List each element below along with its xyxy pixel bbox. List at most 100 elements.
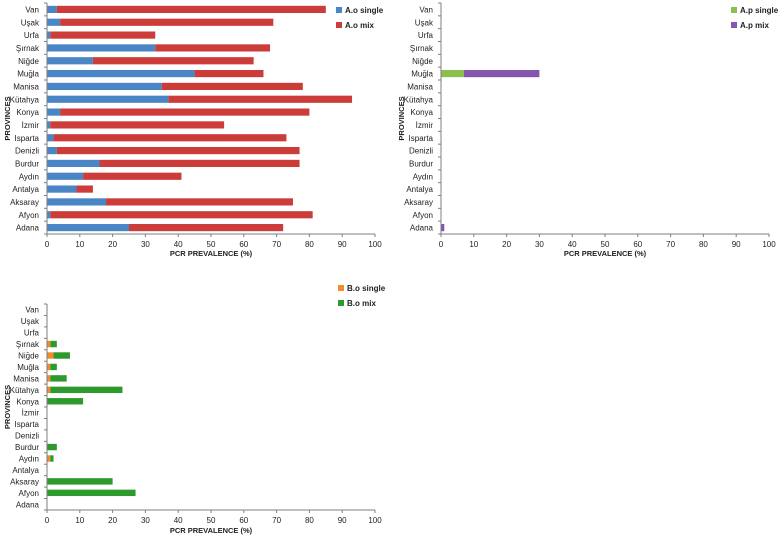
bar-ao-s0-3	[47, 185, 77, 193]
x-tick-label: 20	[108, 240, 117, 249]
y-tick-label: Uşak	[21, 317, 40, 326]
y-tick-label: Manisa	[13, 374, 39, 383]
x-tick-label: 20	[108, 516, 117, 525]
y-tick-label: Afyon	[413, 211, 433, 220]
x-tick-label: 100	[368, 516, 382, 525]
bar-ao-s1-17	[56, 5, 326, 14]
bar-ao-s0-6	[47, 146, 57, 155]
bar-ao-s1-4	[83, 172, 182, 180]
x-tick-label: 30	[141, 516, 150, 525]
bar-ao-s1-6	[56, 146, 300, 155]
y-tick-label: Uşak	[21, 18, 40, 27]
y-tick-label: Kütahya	[10, 386, 40, 395]
y-tick-label: Urfa	[24, 329, 40, 338]
x-tick-label: 60	[239, 240, 248, 249]
bar-bo-s1-9	[47, 398, 84, 405]
bar-ap-s1-12	[463, 69, 540, 78]
y-tick-label: Adana	[16, 224, 40, 233]
bar-bo-s1-13	[53, 352, 70, 359]
x-tick-label: 50	[601, 240, 610, 249]
bar-ao-s1-5	[99, 159, 300, 168]
x-axis-title: PCR PREVALENCE (%)	[170, 249, 253, 258]
bar-ao-s0-8	[47, 121, 51, 129]
y-tick-label: İzmir	[22, 121, 40, 130]
y-tick-label: Burdur	[409, 159, 433, 168]
y-tick-label: Konya	[16, 108, 39, 117]
bar-ao-s1-15	[50, 31, 156, 39]
bar-ao-s0-4	[47, 172, 84, 180]
bar-ao-s0-13	[47, 57, 93, 65]
y-tick-label: Konya	[410, 108, 433, 117]
x-tick-label: 90	[732, 240, 741, 249]
bar-bo-s0-14	[47, 340, 51, 348]
x-tick-label: 0	[45, 240, 50, 249]
bar-bo-s1-1	[47, 489, 136, 497]
bar-bo-s1-4	[50, 455, 54, 462]
bar-ao-s0-11	[47, 82, 162, 91]
x-tick-label: 0	[439, 240, 444, 249]
y-tick-label: Burdur	[15, 159, 39, 168]
bar-ao-s1-9	[60, 108, 310, 116]
bar-bo-s0-4	[47, 455, 51, 462]
bar-ao-s0-9	[47, 108, 61, 116]
chart-ap-panel: Adana Afyon Aksaray Antalya Aydın Burdur Deniz…	[397, 2, 778, 258]
x-tick-label: 60	[239, 516, 248, 525]
y-tick-label: Muğla	[17, 70, 39, 79]
y-tick-label: Aydın	[19, 172, 39, 181]
y-tick-label: Aksaray	[404, 198, 433, 207]
y-tick-label: Afyon	[19, 211, 39, 220]
x-tick-label: 60	[633, 240, 642, 249]
bar-bo-s0-12	[47, 363, 51, 371]
chart-ao-panel: Adana Afyon Aksaray Antalya Aydın Burdur Deniz…	[3, 2, 384, 258]
bar-ao-s1-10	[168, 95, 353, 103]
bar-ao-s0-15	[47, 31, 51, 39]
y-axis-title: PROVINCES	[397, 96, 406, 140]
legend-swatch	[731, 22, 737, 28]
bar-ao-s1-1	[50, 211, 313, 219]
bar-bo-s1-10	[50, 386, 123, 394]
bar-ao-s1-13	[92, 57, 254, 65]
y-tick-label: Adana	[410, 224, 434, 233]
bar-ao-s0-5	[47, 159, 100, 168]
y-tick-label: Denizli	[15, 432, 39, 441]
y-tick-label: Antalya	[406, 185, 433, 194]
x-tick-label: 30	[141, 240, 150, 249]
y-tick-label: Konya	[16, 397, 39, 406]
x-tick-label: 80	[305, 240, 314, 249]
x-tick-label: 20	[502, 240, 511, 249]
y-tick-label: Antalya	[12, 185, 39, 194]
y-tick-label: Afyon	[19, 489, 39, 498]
y-tick-label: Aksaray	[10, 198, 39, 207]
x-tick-label: 90	[338, 240, 347, 249]
y-tick-label: Manisa	[407, 82, 433, 91]
bar-bo-s0-11	[47, 375, 51, 382]
bar-ao-s0-7	[47, 134, 54, 142]
x-tick-label: 80	[699, 240, 708, 249]
y-tick-label: Manisa	[13, 82, 39, 91]
bar-bo-s1-5	[47, 443, 57, 451]
y-tick-label: Niğde	[412, 57, 433, 66]
chart-bo-panel: Adana Afyon Aksaray Antalya Aydın Burdur Deniz…	[3, 284, 386, 535]
y-tick-label: Burdur	[15, 443, 39, 452]
y-tick-label: Kütahya	[10, 95, 40, 104]
legend-label: A.p mix	[740, 21, 769, 30]
y-tick-label: Isparta	[15, 134, 40, 143]
y-tick-label: Adana	[16, 500, 40, 509]
y-tick-label: Niğde	[18, 352, 39, 361]
x-tick-label: 70	[272, 240, 281, 249]
legend-swatch	[338, 300, 344, 306]
bar-ao-s1-7	[53, 134, 287, 142]
x-tick-label: 70	[272, 516, 281, 525]
legend-swatch	[338, 285, 344, 291]
bar-ao-s0-17	[47, 5, 57, 14]
x-tick-label: 40	[568, 240, 577, 249]
y-tick-label: İzmir	[416, 121, 434, 130]
bar-ap-s1-0	[441, 223, 445, 232]
x-axis-title: PCR PREVALENCE (%)	[170, 526, 253, 535]
y-tick-label: Urfa	[418, 31, 434, 40]
x-tick-label: 10	[75, 240, 84, 249]
x-tick-label: 10	[75, 516, 84, 525]
bar-ao-s0-16	[47, 18, 61, 26]
bar-ao-s0-14	[47, 44, 156, 52]
bar-ao-s0-1	[47, 211, 51, 219]
